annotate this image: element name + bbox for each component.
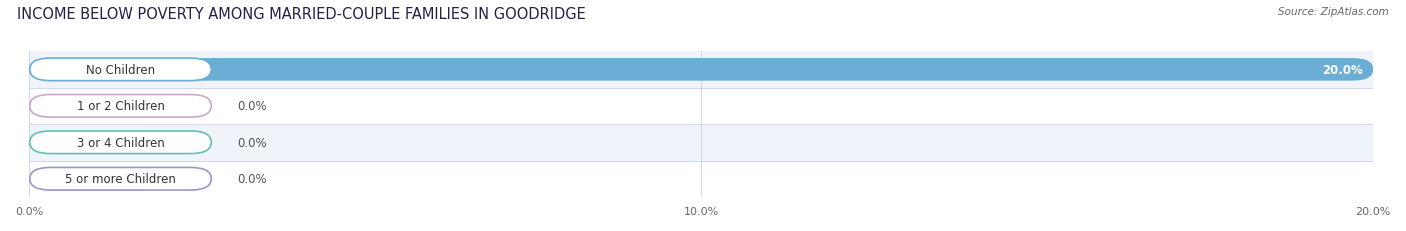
Bar (30, 52, 1374, 88)
Text: 5 or more Children: 5 or more Children (65, 173, 176, 185)
Text: 0.0%: 0.0% (238, 173, 267, 185)
FancyBboxPatch shape (30, 95, 211, 118)
Text: 1 or 2 Children: 1 or 2 Children (76, 100, 165, 113)
Bar (30, 125, 1374, 161)
Text: 0.0%: 0.0% (238, 136, 267, 149)
Text: Source: ZipAtlas.com: Source: ZipAtlas.com (1278, 7, 1389, 17)
FancyBboxPatch shape (30, 95, 166, 118)
Bar (30, 88, 1374, 125)
Text: 0.0%: 0.0% (238, 100, 267, 113)
Text: INCOME BELOW POVERTY AMONG MARRIED-COUPLE FAMILIES IN GOODRIDGE: INCOME BELOW POVERTY AMONG MARRIED-COUPL… (17, 7, 586, 22)
Bar (30, 161, 1374, 197)
FancyBboxPatch shape (30, 59, 211, 81)
Text: 20.0%: 20.0% (1323, 64, 1364, 76)
FancyBboxPatch shape (30, 168, 166, 190)
FancyBboxPatch shape (30, 131, 211, 154)
FancyBboxPatch shape (30, 168, 211, 190)
Text: 3 or 4 Children: 3 or 4 Children (77, 136, 165, 149)
FancyBboxPatch shape (30, 59, 1374, 81)
Text: No Children: No Children (86, 64, 155, 76)
FancyBboxPatch shape (30, 131, 166, 154)
